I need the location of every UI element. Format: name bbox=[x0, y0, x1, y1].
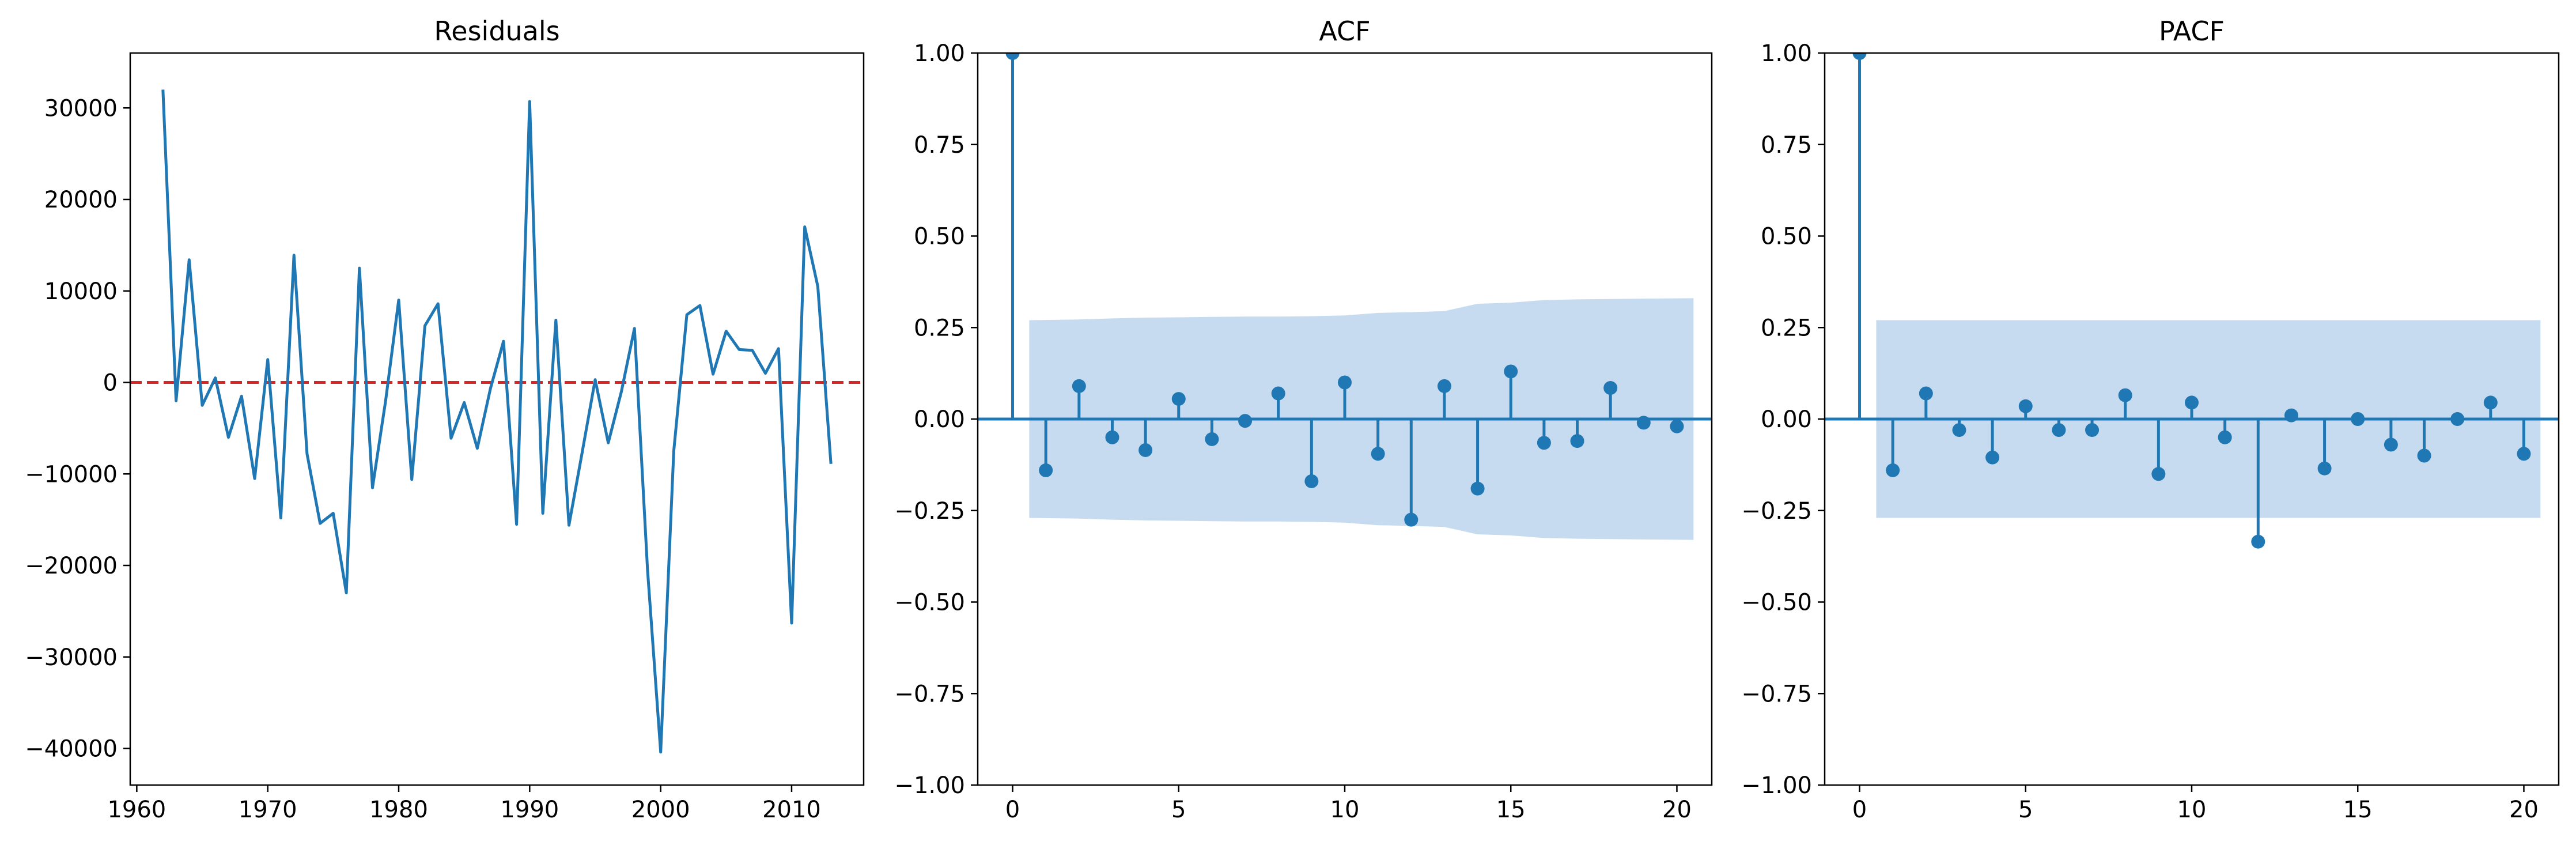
y-tick-label: 0.00 bbox=[1761, 406, 1812, 433]
marker-lag-10 bbox=[1338, 375, 1352, 390]
marker-lag-9 bbox=[1304, 474, 1319, 488]
marker-lag-3 bbox=[1105, 430, 1119, 444]
x-tick-label: 2010 bbox=[762, 797, 821, 823]
marker-lag-0 bbox=[1005, 53, 1020, 60]
marker-lag-13 bbox=[2284, 408, 2298, 423]
y-tick-label: 1.00 bbox=[914, 40, 965, 67]
x-tick-label: 1970 bbox=[239, 797, 297, 823]
x-tick-label: 0 bbox=[1852, 797, 1867, 823]
marker-lag-4 bbox=[1985, 450, 2000, 465]
marker-lag-2 bbox=[1919, 386, 1933, 401]
marker-lag-6 bbox=[2052, 423, 2066, 437]
plot-area bbox=[978, 53, 1712, 540]
y-tick-label: 0 bbox=[103, 370, 118, 397]
y-tick-label: 0.50 bbox=[914, 224, 965, 250]
chart-title: ACF bbox=[1319, 16, 1370, 47]
x-tick-label: 10 bbox=[2177, 797, 2207, 823]
axes-frame bbox=[129, 52, 865, 786]
y-tick-label: −30000 bbox=[25, 644, 118, 671]
x-tick-label: 1990 bbox=[500, 797, 559, 823]
marker-lag-4 bbox=[1138, 443, 1153, 457]
y-tick-label: −0.25 bbox=[894, 498, 965, 525]
y-tick-label: 0.25 bbox=[1761, 315, 1812, 341]
marker-lag-19 bbox=[1636, 416, 1651, 430]
y-tick-label: −0.50 bbox=[1741, 590, 1812, 616]
chart-panel-3: 0 5 10 15 20 −1.00 −0.75 −0.50 −0.25 0.00 0.25 0.50… bbox=[1741, 16, 2560, 823]
marker-lag-3 bbox=[1952, 423, 1966, 437]
y-tick-label: −20000 bbox=[25, 553, 118, 579]
y-tick-label: 0.25 bbox=[914, 315, 965, 341]
marker-lag-20 bbox=[1670, 419, 1684, 433]
marker-lag-12 bbox=[1404, 512, 1418, 527]
marker-lag-19 bbox=[2483, 395, 2498, 410]
marker-lag-2 bbox=[1072, 379, 1086, 393]
x-tick-label: 1980 bbox=[369, 797, 428, 823]
marker-lag-0 bbox=[1852, 53, 1867, 60]
marker-lag-10 bbox=[2185, 395, 2199, 410]
y-tick-label: −0.25 bbox=[1741, 498, 1812, 525]
y-tick-label: 0.50 bbox=[1761, 224, 1812, 250]
chart-title: Residuals bbox=[434, 16, 559, 47]
y-tick-label: 0.00 bbox=[914, 406, 965, 433]
marker-lag-17 bbox=[1570, 434, 1584, 448]
x-tick-label: 5 bbox=[2018, 797, 2033, 823]
marker-lag-18 bbox=[1603, 381, 1618, 395]
marker-lag-15 bbox=[1504, 364, 1518, 379]
plot-area bbox=[130, 89, 864, 754]
x-tick-label: 20 bbox=[1662, 797, 1692, 823]
chart-panel-1: 1960 1970 1980 1990 2000 2010 −40000 −30000 −200… bbox=[25, 16, 865, 823]
y-tick-label: 30000 bbox=[44, 95, 118, 122]
y-tick-label: 0.75 bbox=[914, 132, 965, 159]
marker-lag-8 bbox=[2118, 388, 2132, 402]
marker-lag-17 bbox=[2417, 448, 2431, 463]
marker-lag-5 bbox=[1171, 392, 1186, 406]
marker-lag-7 bbox=[1238, 414, 1253, 428]
x-tick-label: 5 bbox=[1171, 797, 1186, 823]
marker-lag-7 bbox=[2085, 423, 2100, 437]
y-tick-label: 1.00 bbox=[1761, 40, 1812, 67]
marker-lag-20 bbox=[2517, 447, 2531, 461]
marker-lag-9 bbox=[2151, 467, 2166, 481]
x-tick-label: 20 bbox=[2509, 797, 2539, 823]
marker-lag-13 bbox=[1437, 379, 1451, 393]
y-tick-label: −0.50 bbox=[894, 590, 965, 616]
chart-panel-2: 0 5 10 15 20 −1.00 −0.75 −0.50 −0.25 0.00 0.25 0.50… bbox=[894, 16, 1713, 823]
residuals-series-line bbox=[161, 89, 833, 754]
marker-lag-8 bbox=[1271, 386, 1285, 401]
chart-title: PACF bbox=[2159, 16, 2225, 47]
y-tick-label: −1.00 bbox=[1741, 772, 1812, 799]
x-tick-label: 15 bbox=[2343, 797, 2373, 823]
y-tick-label: −10000 bbox=[25, 461, 118, 488]
marker-lag-1 bbox=[1039, 463, 1053, 477]
y-tick-label: 0.75 bbox=[1761, 132, 1812, 159]
marker-lag-16 bbox=[1537, 436, 1551, 450]
plot-area bbox=[1825, 53, 2559, 549]
y-tick-label: −0.75 bbox=[1741, 681, 1812, 707]
marker-lag-16 bbox=[2384, 437, 2398, 452]
y-tick-label: 20000 bbox=[44, 187, 118, 213]
marker-lag-14 bbox=[1470, 481, 1485, 496]
x-tick-label: 15 bbox=[1496, 797, 1526, 823]
y-tick-label: −0.75 bbox=[894, 681, 965, 707]
marker-lag-12 bbox=[2251, 534, 2265, 549]
marker-lag-5 bbox=[2018, 399, 2033, 413]
marker-lag-6 bbox=[1205, 432, 1219, 446]
marker-lag-18 bbox=[2450, 412, 2465, 426]
x-tick-label: 10 bbox=[1330, 797, 1360, 823]
y-tick-label: −1.00 bbox=[894, 772, 965, 799]
marker-lag-11 bbox=[2218, 430, 2232, 444]
marker-lag-11 bbox=[1371, 447, 1385, 461]
marker-lag-1 bbox=[1886, 463, 1900, 477]
y-tick-label: 10000 bbox=[44, 278, 118, 305]
marker-lag-15 bbox=[2351, 412, 2365, 426]
x-tick-label: 1960 bbox=[107, 797, 166, 823]
x-tick-label: 2000 bbox=[631, 797, 690, 823]
x-tick-label: 0 bbox=[1005, 797, 1020, 823]
marker-lag-14 bbox=[2317, 461, 2332, 476]
y-tick-label: −40000 bbox=[25, 736, 118, 763]
